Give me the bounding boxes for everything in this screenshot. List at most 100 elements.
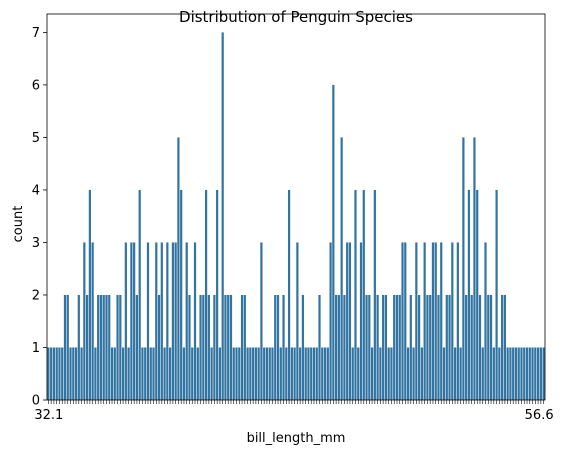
bar (506, 347, 509, 400)
bar (456, 242, 459, 400)
bar (110, 347, 114, 400)
x-axis-label: bill_length_mm (247, 431, 346, 446)
bar (453, 347, 457, 400)
bar (171, 242, 174, 400)
bar (340, 137, 343, 400)
bar (409, 294, 412, 400)
bar (390, 347, 393, 400)
bar (323, 347, 327, 400)
bar (116, 294, 119, 400)
y-axis: 0 1 2 3 4 5 6 7 (32, 26, 47, 409)
bar (445, 294, 448, 400)
bar (359, 242, 363, 400)
bar (213, 294, 216, 400)
bar (229, 294, 233, 400)
bar (66, 294, 69, 400)
bar (249, 347, 252, 400)
bar (437, 294, 440, 400)
bar (199, 294, 202, 400)
bar (412, 347, 415, 400)
bar (196, 347, 199, 400)
bar (238, 347, 241, 400)
bar (523, 347, 526, 400)
bar (227, 294, 230, 400)
bar (531, 347, 534, 400)
bar (105, 294, 108, 400)
bar (265, 347, 269, 400)
bar (448, 294, 451, 400)
bar (357, 347, 360, 400)
bar (121, 347, 125, 400)
bar (185, 242, 188, 400)
y-tick-label: 0 (32, 394, 40, 409)
bar (307, 347, 310, 400)
bar (440, 242, 443, 400)
bars-group (47, 32, 545, 401)
bar (274, 294, 277, 400)
y-tick-label: 3 (32, 236, 40, 251)
bar (337, 294, 340, 400)
bar (492, 347, 495, 400)
bar (287, 189, 291, 400)
bar (52, 347, 56, 400)
bar (365, 294, 368, 400)
bar (376, 294, 379, 400)
bar (384, 294, 388, 400)
bar (177, 137, 180, 400)
bar (406, 347, 410, 400)
y-axis-label: count (11, 206, 26, 243)
bar (55, 347, 58, 400)
bar (301, 294, 305, 400)
bar (312, 347, 316, 400)
bar (152, 347, 155, 400)
bar (362, 189, 365, 400)
bar (487, 294, 490, 400)
bar (498, 347, 501, 400)
bar (83, 242, 86, 400)
bar (97, 294, 100, 400)
bar (50, 347, 53, 400)
bar (282, 294, 285, 400)
bar (191, 347, 194, 400)
bar (329, 242, 332, 400)
bar (47, 347, 50, 400)
bar (379, 347, 382, 400)
bar (180, 189, 183, 400)
bar (243, 294, 246, 400)
bar (525, 347, 529, 400)
bar (99, 294, 103, 400)
bar (130, 242, 133, 400)
bar (69, 347, 72, 400)
bar (310, 347, 313, 400)
bar (368, 294, 371, 400)
bar (415, 242, 418, 400)
bar (304, 347, 307, 400)
bar (276, 294, 280, 400)
bar (124, 242, 127, 400)
bar (166, 242, 169, 400)
bar (473, 137, 476, 400)
x-tick-label: 32.1 (34, 408, 63, 423)
bar (481, 347, 484, 400)
bar (321, 347, 324, 400)
bar (157, 294, 161, 400)
bar (188, 294, 191, 400)
bar (423, 242, 426, 400)
bar (221, 32, 224, 400)
bar (193, 242, 197, 400)
bar (426, 294, 429, 400)
bar (434, 242, 437, 400)
bar (478, 294, 482, 400)
bar (517, 347, 520, 400)
bar (108, 294, 111, 400)
bar (351, 347, 354, 400)
bar (451, 242, 454, 400)
bar (146, 242, 150, 400)
bar (216, 189, 219, 400)
bar (263, 347, 266, 400)
bar (204, 189, 208, 400)
bar (370, 347, 374, 400)
bar (514, 347, 518, 400)
